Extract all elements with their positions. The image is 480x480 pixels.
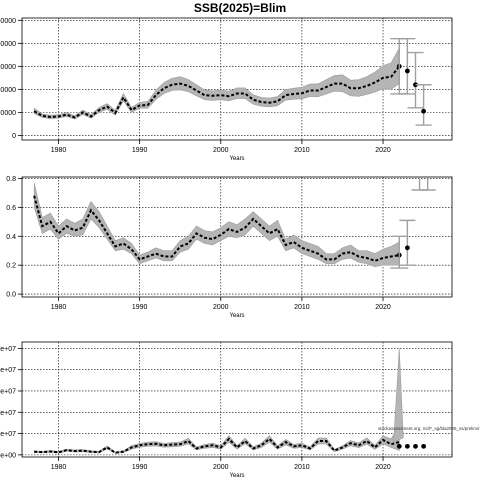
panel-recruitment-frame xyxy=(21,341,453,458)
panel-fbar-xlabel: Years xyxy=(229,313,244,319)
panel-ssb-xtick-label-3: 2010 xyxy=(294,147,310,154)
panel-recruitment-projection-point-3 xyxy=(421,443,427,449)
panel-recruitment-ytick-label-5: 5e+07 xyxy=(0,346,16,353)
panel-ssb-xlabel: Years xyxy=(229,156,244,162)
figure-title: SSB(2025)=Blim xyxy=(194,1,286,15)
panel-fbar-ytick-label-2: 0.4 xyxy=(6,234,16,241)
panel-ssb-ytick-label-4: 40000 xyxy=(0,41,16,48)
panel-recruitment-uncertainty-spike xyxy=(393,348,404,443)
panel-fbar-ytick-label-3: 0.6 xyxy=(6,205,16,212)
panel-recruitment-xtick-label-3: 2010 xyxy=(294,464,310,471)
panel-ssb-confidence-band xyxy=(33,47,400,120)
panel-ssb-projection-point-0 xyxy=(404,68,410,74)
panel-recruitment-xtick-label-2: 2000 xyxy=(213,464,229,471)
panel-ssb-xtick-label-0: 1980 xyxy=(51,147,67,154)
panel-ssb-estimate-line xyxy=(33,65,401,119)
panel-fbar-xtick-label-0: 1980 xyxy=(51,304,67,311)
provenance-note: stockassessment.org, Sc/F_sg/bla2025_ss/… xyxy=(378,426,480,431)
panel-recruitment-xtick-label-1: 1990 xyxy=(132,464,148,471)
panel-recruitment-ytick-label-1: 1e+07 xyxy=(0,431,16,438)
panel-recruitment-ytick-label-4: 4e+07 xyxy=(0,367,16,374)
panel-ssb-frame xyxy=(21,17,453,141)
panel-recruitment-xlabel: Years xyxy=(229,473,244,479)
panel-recruitment-ytick-label-3: 3e+07 xyxy=(0,388,16,395)
panel-fbar-projection-point-0 xyxy=(404,245,410,251)
panel-ssb-xtick-label-1: 1990 xyxy=(132,147,148,154)
panel-ssb-ytick-label-1: 10000 xyxy=(0,110,16,117)
panel-fbar-xtick-label-4: 2020 xyxy=(375,304,391,311)
panel-recruitment-estimate-line xyxy=(34,437,400,454)
panel-ssb-ytick-label-3: 30000 xyxy=(0,64,16,71)
panel-fbar-ytick-label-4: 0.8 xyxy=(6,176,16,183)
panel-ssb-xtick-label-4: 2020 xyxy=(375,147,391,154)
panel-fbar-ytick-label-0: 0.0 xyxy=(6,292,16,299)
panel-ssb-xtick-label-2: 2000 xyxy=(213,147,229,154)
panel-recruitment-projection-point-2 xyxy=(413,443,418,449)
panel-fbar-estimate-line xyxy=(33,195,400,262)
panel-ssb-projection-point-2 xyxy=(421,108,427,114)
panel-ssb-projection-point-1 xyxy=(413,82,418,88)
panel-fbar-xtick-label-3: 2010 xyxy=(294,304,310,311)
panel-fbar-xtick-label-2: 2000 xyxy=(213,304,229,311)
panel-recruitment-xtick-label-0: 1980 xyxy=(51,464,67,471)
panel-fbar-ytick-label-1: 0.2 xyxy=(6,263,16,270)
panel-recruitment-confidence-band xyxy=(33,423,400,454)
panel-recruitment-projection-point-1 xyxy=(404,443,410,449)
panel-recruitment-projection-point-0 xyxy=(396,443,402,449)
panel-recruitment-ytick-label-0: 0e+00 xyxy=(0,452,16,459)
panel-ssb-ytick-label-0: 0 xyxy=(12,133,16,140)
panel-recruitment-xtick-label-4: 2020 xyxy=(375,464,391,471)
panel-recruitment-ytick-label-2: 2e+07 xyxy=(0,410,16,417)
panel-ssb-ytick-label-5: 50000 xyxy=(0,18,16,25)
panel-fbar-xtick-label-1: 1990 xyxy=(132,304,148,311)
panel-fbar-frame xyxy=(21,176,453,298)
